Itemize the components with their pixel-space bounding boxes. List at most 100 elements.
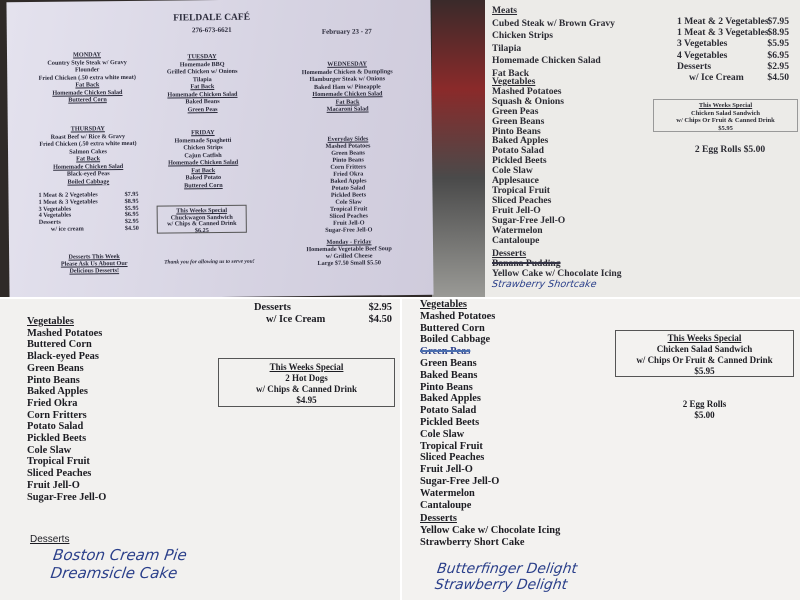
ice-cream-price: w/ Ice Cream $4.50 (266, 314, 392, 325)
price-row: Desserts $2.95 (677, 61, 789, 72)
weekly-special-box: This Weeks Special Chuckwagon Sandwich w/ … (156, 204, 247, 234)
vegetable-item: Cole Slaw (492, 165, 533, 177)
vegetable-item: Cantaloupe (420, 499, 472, 511)
vegetable-item: Pinto Beans (27, 374, 80, 386)
meat-item: Tilapia (492, 42, 522, 54)
vegetable-item: Fruit Jell-O (27, 479, 80, 491)
menu-item: Boiled Cabbage (67, 177, 110, 186)
vegetable-item: Buttered Corn (420, 322, 485, 334)
egg-rolls-price: 2 Egg Rolls $5.00 (682, 399, 727, 420)
vegetable-item: Mashed Potatoes (27, 327, 103, 339)
meats-list: Meats Cubed Steak w/ Brown Gravy Chicken … (492, 5, 615, 80)
vegetable-item: Fruit Jell-O (420, 464, 473, 476)
vegetables-list: Vegetables Mashed Potatoes Squash & Onion… (491, 77, 622, 291)
special-line: w/ Chips Or Fruit & Canned Drink (676, 117, 775, 124)
price-row: w/ ice cream $4.50 (39, 225, 139, 234)
price-label: w/ Ice Cream (689, 72, 744, 84)
special-line: $5.95 (694, 366, 715, 376)
vegetables-list: Vegetables Mashed Potatoes Buttered Corn B… (420, 299, 560, 549)
price-value: $8.95 (767, 27, 789, 39)
vegetable-item: Applesauce (492, 175, 539, 187)
desserts-heading: Desserts (30, 534, 70, 545)
vegetable-item: Green Beans (27, 362, 84, 374)
vegetable-item: Mashed Potatoes (492, 85, 562, 97)
vegetables-heading: Vegetables (27, 316, 74, 327)
menu-photo-chicken-salad: Vegetables Mashed Potatoes Buttered Corn B… (402, 299, 800, 600)
price-row: 1 Meat & 3 Vegetables $8.95 (677, 27, 789, 38)
vegetable-item: Potato Salad (420, 405, 477, 417)
handwritten-dessert: Strawberry Shortcake (491, 279, 598, 291)
meats-heading: Meats (492, 5, 518, 16)
dessert-item: Yellow Cake w/ Chocolate Icing (492, 268, 622, 280)
price-value: $2.95 (767, 60, 789, 72)
background-counter (432, 0, 485, 297)
menu-dates: February 23 - 27 (321, 27, 372, 36)
desserts-heading: Desserts (420, 513, 457, 525)
price-value: $5.95 (767, 38, 789, 50)
vegetable-item: Potato Salad (492, 145, 544, 157)
meat-item: Fat Back (492, 67, 530, 79)
friday-menu: FRIDAY Homemade Spaghetti Chicken Strips Ca… (148, 129, 259, 190)
egg-rolls-price: 2 Egg Rolls $5.00 (694, 144, 766, 155)
price-row: 4 Vegetables $6.95 (677, 50, 789, 61)
menu-item: Green Peas (187, 105, 218, 113)
monday-menu: MONDAY Country Style Steak w/ Gravy Flound… (27, 51, 148, 105)
tuesday-menu: TUESDAY Homemade BBQ Grilled Chicken w/ On… (147, 53, 258, 114)
vegetables-heading: Vegetables (420, 299, 467, 310)
vegetable-item: Cantaloupe (492, 234, 540, 246)
price-value: $4.50 (767, 72, 789, 84)
handwritten-dessert: Boston Cream Pie (52, 546, 189, 564)
weekly-special-box: This Weeks Special Chicken Salad Sandwich… (615, 330, 794, 377)
handwritten-desserts: Butterfinger Delight Strawberry Delight (434, 561, 578, 593)
price-label: 1 Meat & 2 Vegetables (677, 16, 769, 27)
thank-you-note: Thank you for allowing us to serve you! (164, 258, 255, 266)
price-value: $7.95 (767, 16, 789, 27)
price-label: 3 Vegetables (677, 38, 728, 50)
handwritten-dessert: Butterfinger Delight (436, 561, 579, 577)
vegetable-item: Sugar-Free Jell-O (420, 475, 500, 487)
crossed-out-dessert: Banana Pudding (492, 258, 561, 270)
vegetable-item: Boiled Cabbage (420, 334, 491, 346)
vegetable-item: Potato Salad (27, 421, 84, 433)
desserts-price: Desserts $2.95 (254, 302, 392, 313)
thursday-menu: THURSDAY Roast Beef w/ Rice & Gravy Fried … (28, 125, 149, 186)
special-line: Chicken Salad Sandwich (691, 109, 760, 117)
meat-item: Chicken Strips (492, 30, 554, 41)
vegetable-item: Tropical Fruit (492, 184, 551, 196)
vegetable-item: Fried Okra (27, 397, 78, 409)
menu-item: Buttered Corn (68, 96, 107, 104)
cafe-title: FIELDALE CAFÉ (173, 12, 251, 24)
handwritten-dessert: Strawberry Delight (433, 577, 569, 593)
price-list: 1 Meat & 2 Vegetables $7.95 1 Meat & 3 Veg… (38, 191, 139, 234)
vegetables-list: Vegetables Mashed Potatoes Buttered Corn B… (27, 316, 106, 503)
vegetable-item: Pinto Beans (492, 125, 541, 137)
soup-line: Large $7.50 Small $5.50 (317, 259, 381, 267)
vegetable-item: Baked Apples (492, 135, 549, 147)
special-line: 2 Hot Dogs (285, 373, 328, 383)
vegetable-item: Squash & Onions (492, 95, 564, 107)
special-line: Chicken Salad Sandwich (656, 344, 753, 354)
menu-photo-week: FIELDALE CAFÉ 276-673-6621 February 23 -… (0, 0, 485, 297)
handwritten-dessert: Dreamsicle Cake (49, 564, 179, 582)
vegetable-item: Sliced Peaches (492, 194, 552, 206)
menu-photo-hotdogs: Desserts $2.95 w/ Ice Cream $4.50 Vegetabl… (0, 299, 400, 600)
vegetable-item: Pickled Beets (492, 155, 547, 167)
price-row: 1 Meat & 2 Vegetables $7.95 (677, 16, 789, 27)
special-line: $6.25 (194, 226, 209, 234)
cafe-phone: 276-673-6621 (191, 25, 232, 35)
menu-item: Buttered Corn (184, 181, 223, 189)
vegetable-item: Corn Fritters (27, 409, 87, 421)
menu-sheet: FIELDALE CAFÉ 276-673-6621 February 23 -… (6, 0, 434, 297)
vegetable-item: Buttered Corn (27, 339, 92, 351)
dessert-item: Yellow Cake w/ Chocolate Icing (420, 525, 561, 537)
desserts-note: Desserts This Week Please Ask Us About Ou… (49, 253, 139, 275)
vegetable-item: Baked Apples (27, 386, 88, 398)
price-label: 4 Vegetables (677, 49, 728, 61)
vegetable-item: Black-eyed Peas (27, 351, 99, 363)
vegetable-item: Mashed Potatoes (420, 310, 496, 322)
meat-item: Homemade Chicken Salad (492, 55, 601, 66)
meat-item: Cubed Steak w/ Brown Gravy (492, 17, 615, 29)
vegetable-item: Cole Slaw (420, 428, 465, 440)
dessert-item: Strawberry Short Cake (420, 536, 525, 548)
vegetable-item: Green Beans (420, 357, 477, 369)
